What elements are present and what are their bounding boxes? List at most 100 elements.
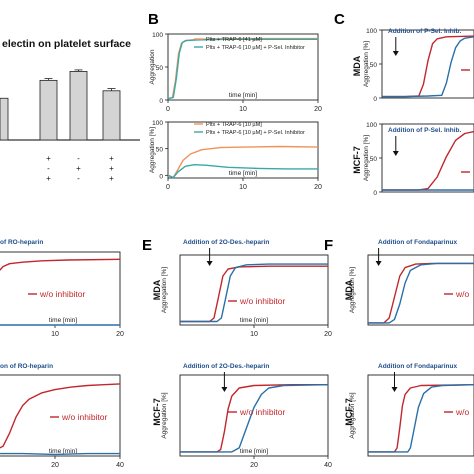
- x-axis-label: time [min]: [229, 170, 257, 177]
- y-axis-label: Aggregation [%]: [363, 41, 370, 87]
- row-label: MDA: [344, 279, 354, 300]
- plot-frame: [381, 123, 474, 193]
- x-axis-label: time [min]: [229, 92, 257, 99]
- x-axis-label: time [min]: [240, 448, 268, 455]
- x-axis-label: time [min]: [49, 317, 77, 324]
- x-tick-label: 20: [314, 184, 322, 191]
- bar-2: [39, 79, 58, 141]
- x-tick-label: 20: [324, 331, 332, 338]
- bar-sign-4-2: +: [109, 164, 114, 173]
- y-axis-label: Aggregation: [149, 49, 156, 84]
- y-tick-label: 50: [370, 156, 378, 163]
- row-label: MCF-7: [152, 398, 162, 426]
- inline-legend-label: w/o inhibitor: [239, 407, 286, 417]
- series-line-2: [167, 164, 318, 179]
- series-line-2: [368, 262, 474, 324]
- plot-frame: [367, 374, 474, 457]
- y-tick-label: 100: [366, 122, 377, 129]
- plot-frame: [367, 254, 474, 326]
- x-tick-label: 20: [314, 106, 322, 113]
- x-tick-label: 10: [239, 184, 247, 191]
- annotation-arrow-head: [391, 387, 398, 392]
- series-line-1: [368, 384, 474, 453]
- legend-label-1: Plts + TRAP-6 [41 µM]: [206, 37, 262, 43]
- panel-a-title: electin on platelet surface: [2, 38, 131, 50]
- annotation-arrow-head: [206, 261, 213, 266]
- series-line-2: [382, 36, 474, 98]
- inline-legend-label: w/o inhibitor: [39, 289, 86, 299]
- panel-letter-c: C: [334, 11, 345, 28]
- y-tick-label: 0: [373, 190, 377, 197]
- bar-sign-2-1: +: [46, 154, 51, 163]
- y-tick-label: 50: [156, 147, 164, 154]
- bar-sign-4-3: +: [109, 174, 114, 183]
- panel-f-bottom: Aggregation [%]MCF-7 Addition of Fondapar…: [344, 363, 474, 457]
- y-tick-label: 50: [370, 62, 378, 69]
- series-line-1: [180, 384, 328, 453]
- annotation-arrow-head: [392, 151, 399, 156]
- series-line-1: [0, 383, 121, 449]
- annotation-text: Addition of P-Sel. Inhib.: [388, 127, 461, 134]
- annotation-text: on of RO-heparin: [0, 363, 53, 370]
- y-tick-label: 0: [159, 98, 163, 105]
- annotation-arrow-head: [375, 261, 382, 266]
- x-tick-label: 10: [250, 331, 258, 338]
- panel-d-bottom: 20 40 time [min] on of RO-heparin w/o inhibi…: [0, 363, 124, 469]
- x-tick-label: 0: [166, 184, 170, 191]
- series-line-2: [180, 384, 329, 453]
- y-axis-label: Aggregation [%]: [349, 392, 356, 438]
- annotation-text: Addition of 2O-Des.-heparin: [183, 363, 269, 370]
- panel-b-bottom: 0 50 100 0 10 20 time [min] Aggregation [%] Plts…: [149, 120, 322, 191]
- y-tick-label: 50: [156, 65, 164, 72]
- legend-label-2: Plts + TRAP-6 [10 µM] + P-Sel. Inhibitor: [206, 45, 305, 51]
- panel-letter-f: F: [324, 237, 333, 254]
- inline-legend-label: w/o inhibitor: [61, 412, 108, 422]
- x-tick-label: 10: [51, 331, 59, 338]
- x-tick-label: 20: [250, 462, 258, 469]
- series-line-2: [368, 384, 474, 453]
- series-line-2: [180, 263, 328, 323]
- annotation-arrow-head: [221, 387, 228, 392]
- y-axis-label: Aggregation [%]: [161, 392, 168, 438]
- plot-frame: [167, 33, 319, 101]
- bar-1: [0, 97, 9, 141]
- x-axis-label: time [min]: [49, 448, 77, 455]
- annotation-arrow-head: [392, 51, 399, 56]
- y-tick-label: 100: [152, 120, 163, 127]
- bar-sign-3-2: +: [76, 164, 81, 173]
- panel-e-bottom: 20 40 time [min] Aggregation [%]MCF-7 Additi…: [152, 363, 332, 469]
- x-tick-label: 40: [116, 462, 124, 469]
- inline-legend-label: w/o inhibitor: [239, 296, 286, 306]
- annotation-text: Addition of P-Sel. Inhib.: [388, 28, 461, 35]
- series-line-1: [0, 258, 121, 271]
- annotation-text: Addition of Fondaparinux: [378, 239, 457, 246]
- panel-b-top: 0 50 100 0 10 20 time [min] Aggregation Plts + T…: [149, 32, 322, 113]
- panel-c-bottom: 0 50 100 Aggregation [%]MCF-7 Addition of P-…: [352, 122, 474, 197]
- y-tick-label: 100: [152, 32, 163, 39]
- bar-sign-2-2: -: [47, 164, 50, 173]
- y-tick-label: 0: [159, 173, 163, 180]
- inline-legend-label: w/o: [455, 407, 470, 417]
- x-axis-label: time [min]: [240, 317, 268, 324]
- y-axis-label: Aggregation [%]: [161, 267, 168, 313]
- inline-legend-label: w/o: [455, 289, 470, 299]
- y-tick-label: 0: [373, 96, 377, 103]
- y-axis-label: Aggregation [%]: [349, 267, 356, 313]
- y-axis-label: Aggregation [%]: [149, 127, 156, 173]
- series-line-2: [0, 452, 120, 456]
- bar-sign-3-1: -: [77, 154, 80, 163]
- row-label: MCF-7: [344, 398, 354, 426]
- panel-c-top: 0 50 100 Aggregation [%]MDA Addition of P-Se…: [352, 28, 474, 103]
- x-tick-label: 20: [116, 331, 124, 338]
- panel-f-top: Aggregation [%]MDA Addition of Fondaparin…: [344, 239, 474, 326]
- annotation-text: Addition of Fondaparinux: [378, 363, 457, 370]
- bar-sign-2-3: +: [46, 174, 51, 183]
- panel-letter-e: E: [142, 237, 152, 254]
- series-line-1: [180, 265, 328, 323]
- annotation-text: of RO-heparin: [0, 239, 43, 246]
- y-axis-label: Aggregation [%]: [363, 135, 370, 181]
- bar-sign-4-1: +: [109, 154, 114, 163]
- x-tick-label: 20: [51, 462, 59, 469]
